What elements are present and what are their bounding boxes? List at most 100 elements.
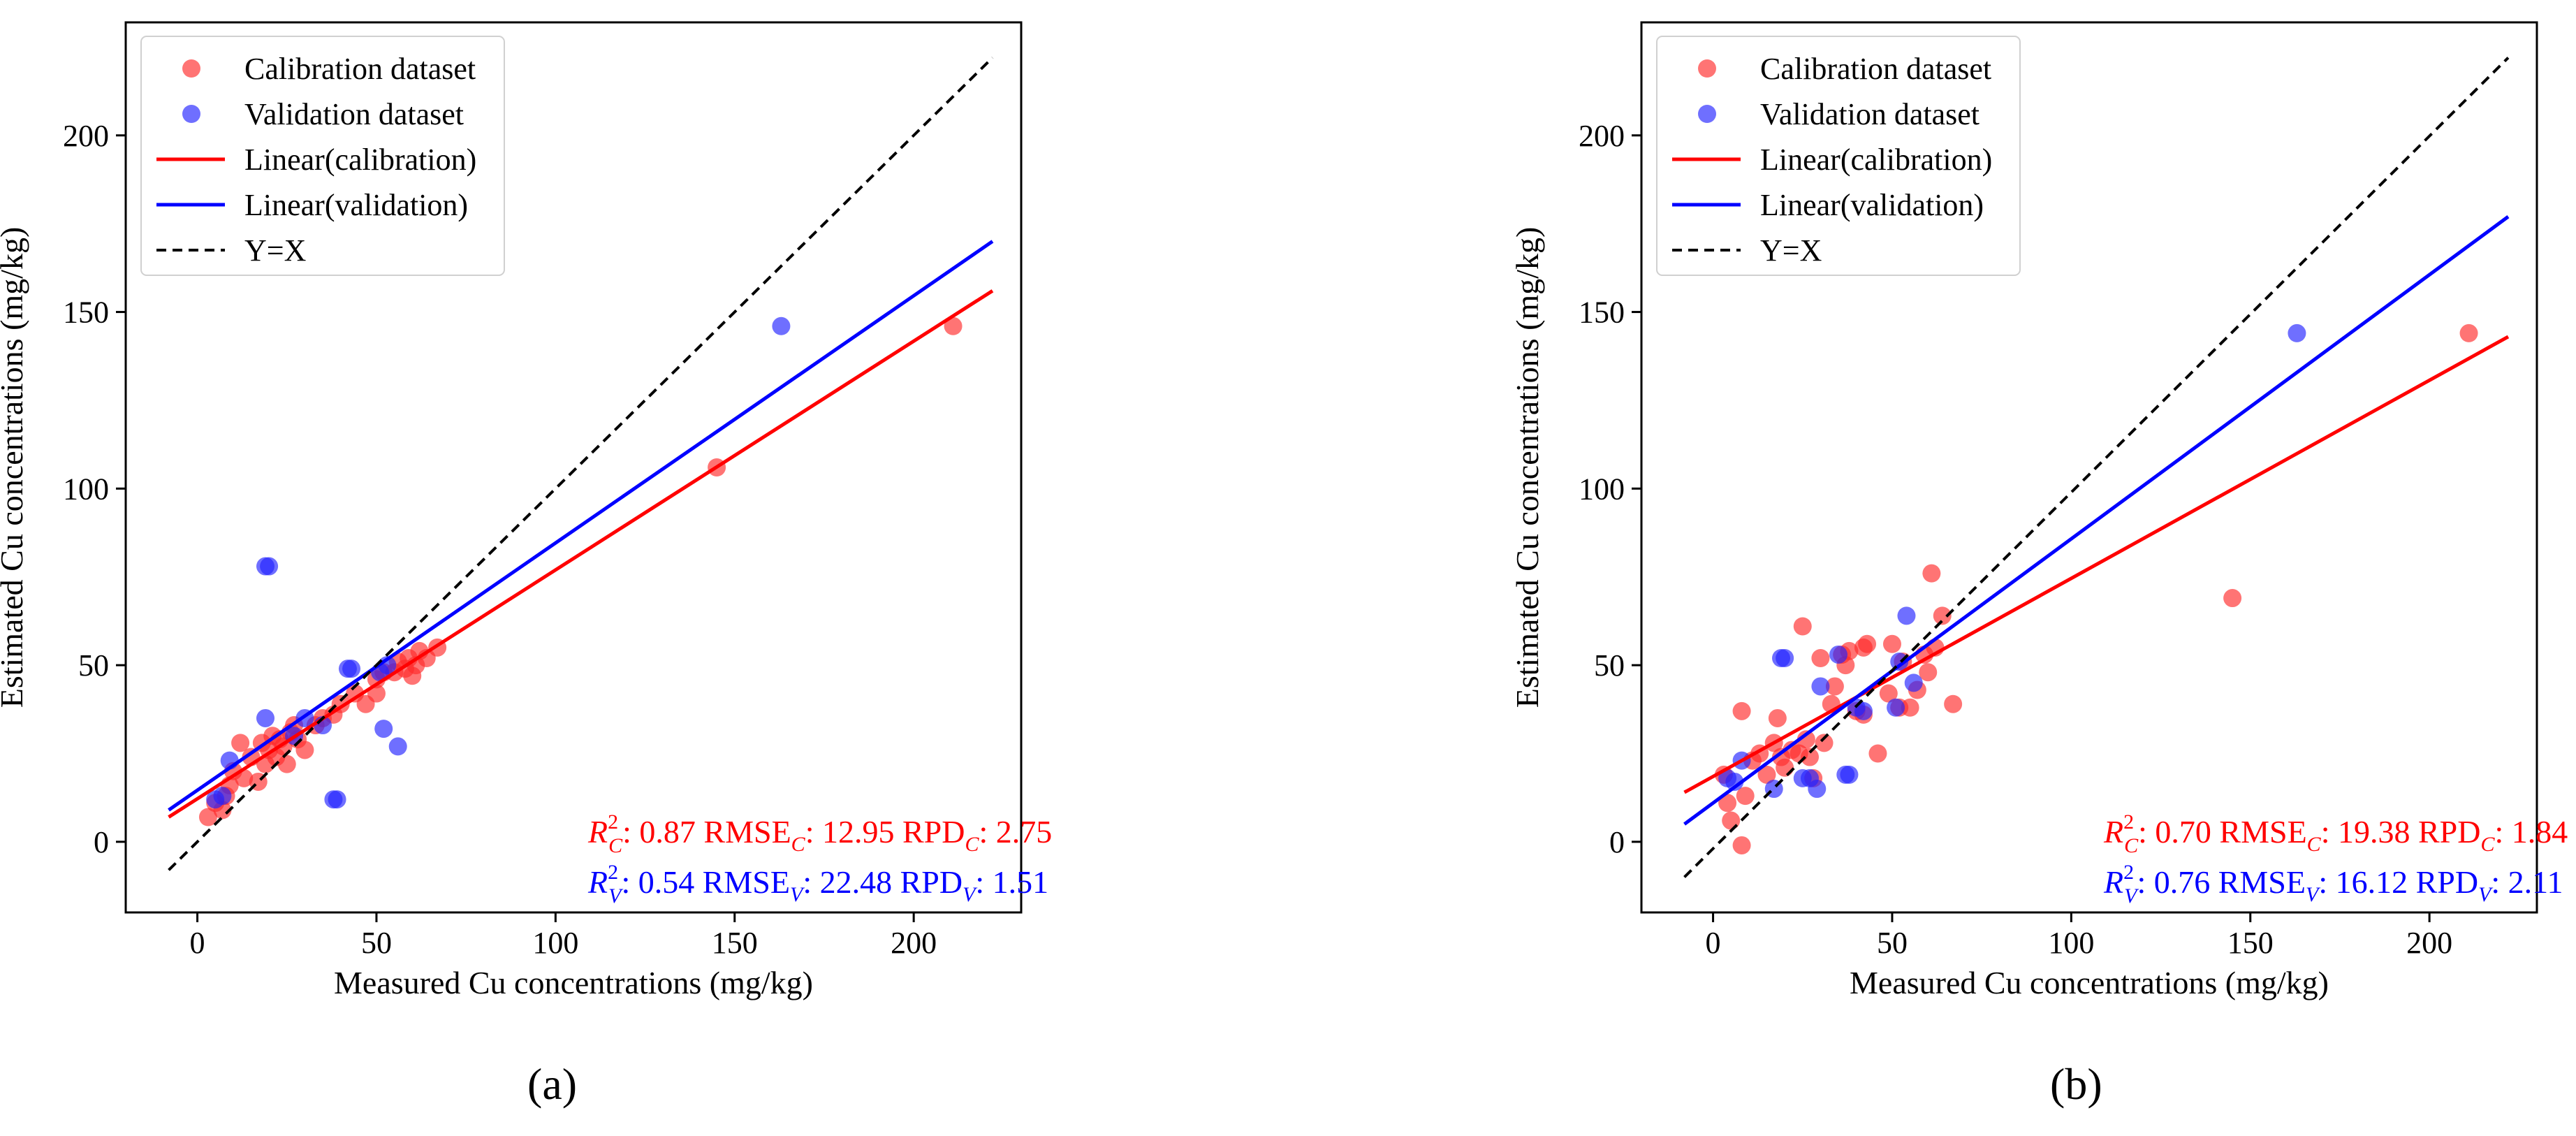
legend-label: Calibration dataset — [244, 52, 476, 86]
y-tick-label: 200 — [1579, 119, 1625, 153]
x-tick-label: 50 — [361, 926, 392, 960]
calibration-point — [1882, 634, 1901, 653]
calibration-point — [1933, 606, 1952, 625]
calibration-point — [1901, 698, 1919, 717]
calibration-point — [1768, 708, 1787, 727]
calibration-point — [1919, 663, 1938, 682]
panel-label-a: (a) — [527, 1059, 578, 1109]
y-tick-label: 100 — [63, 472, 109, 506]
validation-point — [256, 708, 275, 727]
calibration-point — [295, 741, 314, 759]
validation-point — [374, 720, 393, 738]
calibration-point — [1793, 617, 1812, 636]
y-tick-label: 200 — [63, 119, 109, 153]
validation-point — [342, 660, 361, 678]
legend-label: Linear(calibration) — [1760, 143, 1992, 177]
validation-point — [260, 557, 279, 576]
legend-marker — [1698, 105, 1716, 123]
calibration-point — [277, 755, 296, 773]
legend-label: Y=X — [244, 233, 306, 268]
y-tick-label: 150 — [1579, 296, 1625, 330]
validation-point — [1811, 677, 1830, 696]
x-tick-label: 0 — [1706, 926, 1721, 960]
calibration-point — [1801, 748, 1820, 766]
y-tick-label: 0 — [94, 825, 109, 859]
legend-label: Validation dataset — [244, 97, 464, 131]
calibration-point — [1722, 811, 1741, 830]
validation-point — [388, 737, 407, 756]
y-tick-label: 50 — [1594, 648, 1625, 683]
calibration-point — [1718, 794, 1737, 813]
validation-point — [2288, 323, 2306, 342]
x-tick-label: 0 — [190, 926, 205, 960]
panel-label-b: (b) — [2050, 1059, 2102, 1109]
x-tick-label: 150 — [2227, 926, 2274, 960]
validation-point — [1887, 698, 1905, 717]
validation-point — [1808, 780, 1827, 799]
legend-label: Linear(validation) — [244, 188, 468, 222]
calibration-point — [1879, 684, 1898, 703]
validation-point — [1897, 606, 1916, 625]
validation-point — [328, 790, 346, 809]
chart-panel-a: 0 50 100 150 200 0 50 100 150 200 Measured Cu conc… — [0, 21, 1052, 1000]
calibration-point — [1815, 734, 1834, 752]
y-tick-label: 0 — [1609, 825, 1625, 859]
calibration-point — [1922, 564, 1941, 583]
calibration-point — [1776, 758, 1794, 777]
validation-point — [1829, 645, 1848, 664]
calibration-point — [1825, 677, 1844, 696]
calibration-fit-line — [1683, 335, 2510, 794]
validation-point — [1854, 701, 1873, 720]
x-tick-label: 200 — [2406, 926, 2452, 960]
legend-label: Calibration dataset — [1760, 52, 1991, 86]
stats-line-V: R2 V: 0.76 RMSEV: 16.12 RPDV: 2.11 — [2103, 861, 2563, 908]
y-axis-label: Estimated Cu concentrations (mg/kg) — [1509, 227, 1545, 708]
x-tick-label: 200 — [891, 926, 937, 960]
legend-marker — [1698, 59, 1716, 78]
calibration-point — [1858, 634, 1877, 653]
stats-line-C: R2 C: 0.70 RMSEC: 19.38 RPDC: 1.84 — [2103, 810, 2568, 857]
validation-point — [1904, 673, 1923, 692]
x-axis-label: Measured Cu concentrations (mg/kg) — [334, 965, 813, 1000]
validation-fit-line — [1683, 215, 2510, 826]
validation-point — [772, 316, 791, 335]
y-axis-label: Estimated Cu concentrations (mg/kg) — [0, 227, 29, 708]
legend-marker — [182, 59, 200, 78]
stats-line-C: R2 C: 0.87 RMSEC: 12.95 RPDC: 2.75 — [587, 810, 1052, 857]
calibration-point — [1811, 649, 1830, 667]
calibration-point — [2223, 589, 2242, 608]
x-tick-label: 100 — [2048, 926, 2094, 960]
calibration-point — [944, 316, 963, 335]
calibration-point — [2459, 323, 2478, 342]
calibration-point — [1736, 787, 1755, 806]
legend-label: Linear(calibration) — [244, 143, 476, 177]
y-tick-label: 150 — [63, 296, 109, 330]
x-tick-label: 150 — [712, 926, 758, 960]
legend-label: Validation dataset — [1760, 97, 1979, 131]
y-tick-label: 50 — [78, 648, 109, 683]
calibration-point — [1732, 836, 1751, 854]
validation-point — [1776, 649, 1794, 667]
stats-line-V: R2 V: 0.54 RMSEV: 22.48 RPDV: 1.51 — [587, 861, 1048, 908]
calibration-fit-line — [168, 289, 994, 819]
y-tick-label: 100 — [1579, 472, 1625, 506]
calibration-point — [231, 734, 250, 752]
validation-point — [1840, 765, 1859, 784]
chart-panel-b: 0 50 100 150 200 0 50 100 150 200 Measured Cu conc… — [1509, 21, 2568, 1000]
legend-box — [140, 36, 505, 276]
identity-line — [168, 57, 994, 871]
legend-label: Linear(validation) — [1760, 188, 1984, 222]
validation-point — [1725, 772, 1744, 791]
legend-box — [1656, 36, 2021, 276]
legend-label: Y=X — [1760, 233, 1822, 268]
x-tick-label: 50 — [1877, 926, 1908, 960]
plot-frame — [124, 21, 1023, 914]
x-axis-label: Measured Cu concentrations (mg/kg) — [1850, 965, 2329, 1000]
calibration-point — [198, 808, 217, 826]
calibration-point — [1796, 730, 1815, 749]
calibration-point — [1732, 701, 1751, 720]
x-tick-label: 100 — [532, 926, 578, 960]
validation-fit-line — [168, 240, 994, 812]
calibration-point — [1868, 744, 1887, 763]
